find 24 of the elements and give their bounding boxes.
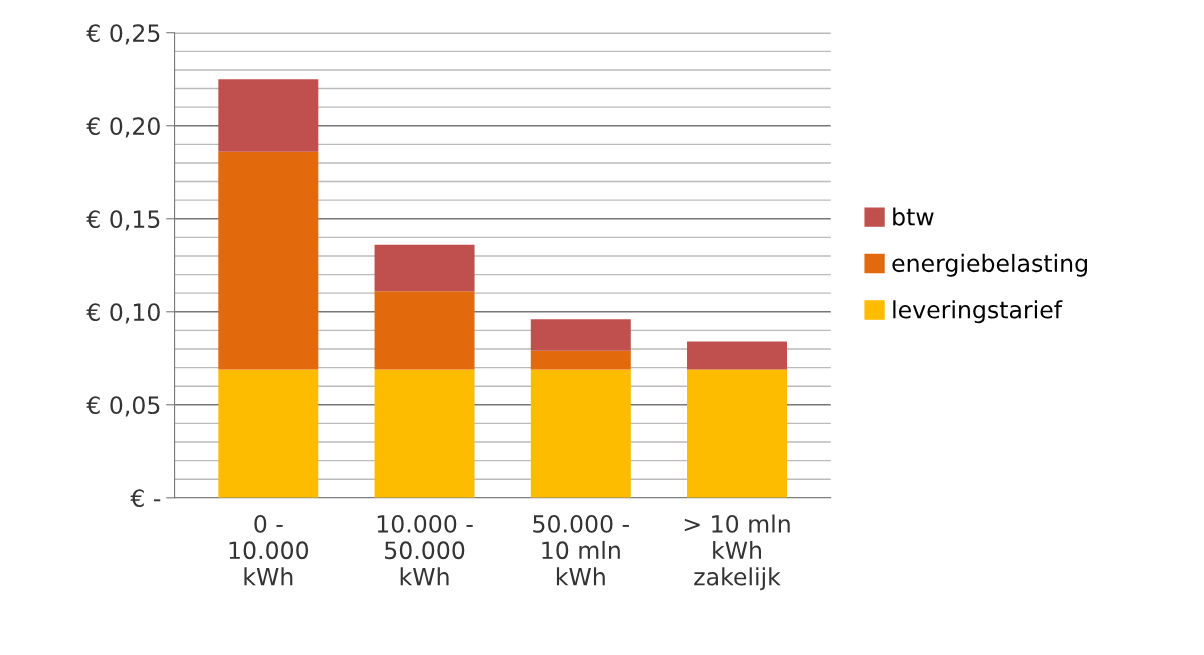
legend-label: btw bbox=[893, 207, 934, 226]
bar bbox=[530, 369, 631, 498]
y-tick-label: € 0,10 bbox=[86, 303, 160, 324]
y-tick-label: € - bbox=[130, 489, 161, 508]
bar bbox=[374, 291, 475, 370]
bar bbox=[374, 369, 475, 498]
bar bbox=[687, 341, 788, 370]
bar bbox=[687, 369, 788, 498]
y-tick-label: € 0,15 bbox=[86, 210, 160, 231]
x-tick-label: > 10 mln kWh zakelijk bbox=[684, 514, 790, 591]
bar bbox=[530, 350, 631, 370]
x-tick-label: 10.000 - 50.000 kWh bbox=[377, 514, 473, 586]
x-tick-label: 50.000 - 10 mln kWh bbox=[533, 514, 629, 586]
legend-label: energiebelasting bbox=[892, 253, 1087, 277]
x-tick-label: 0 - 10.000 kWh bbox=[229, 514, 309, 586]
bar bbox=[218, 79, 319, 152]
bar bbox=[530, 319, 631, 351]
bar bbox=[218, 151, 319, 370]
legend-label: leveringstarief bbox=[893, 300, 1063, 324]
bar bbox=[374, 244, 475, 292]
y-tick-label: € 0,25 bbox=[86, 24, 160, 45]
y-tick-label: € 0,05 bbox=[86, 396, 160, 417]
y-tick-label: € 0,20 bbox=[86, 117, 160, 138]
bar bbox=[218, 369, 319, 498]
